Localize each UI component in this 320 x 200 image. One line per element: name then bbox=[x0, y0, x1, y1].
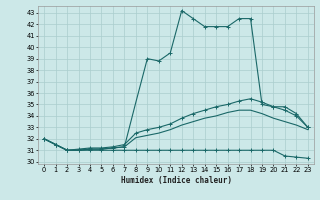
X-axis label: Humidex (Indice chaleur): Humidex (Indice chaleur) bbox=[121, 176, 231, 185]
